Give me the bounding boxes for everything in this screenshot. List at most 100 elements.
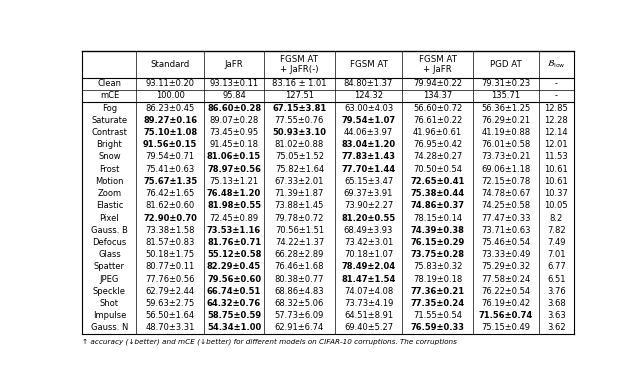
Text: 44.06±3.97: 44.06±3.97: [344, 128, 393, 137]
Text: 80.77±0.11: 80.77±0.11: [146, 262, 195, 271]
Text: 12.85: 12.85: [545, 104, 568, 113]
Text: 12.28: 12.28: [545, 116, 568, 125]
Text: 76.48±1.20: 76.48±1.20: [207, 189, 261, 198]
Text: 75.46±0.54: 75.46±0.54: [481, 238, 531, 247]
Text: Gauss. N: Gauss. N: [91, 324, 128, 332]
Text: 81.06±0.15: 81.06±0.15: [207, 152, 261, 162]
Text: 75.83±0.32: 75.83±0.32: [413, 262, 462, 271]
Text: 77.76±0.56: 77.76±0.56: [145, 275, 195, 284]
Text: 134.37: 134.37: [423, 92, 452, 100]
Text: 41.19±0.88: 41.19±0.88: [481, 128, 531, 137]
Text: 95.84: 95.84: [222, 92, 246, 100]
Text: 83.04±1.20: 83.04±1.20: [342, 140, 396, 149]
Text: 76.46±1.68: 76.46±1.68: [275, 262, 324, 271]
Text: 79.31±0.23: 79.31±0.23: [481, 79, 531, 88]
Text: 50.18±1.75: 50.18±1.75: [146, 250, 195, 259]
Text: 68.49±3.93: 68.49±3.93: [344, 226, 393, 235]
Text: 10.37: 10.37: [545, 189, 568, 198]
Text: JPEG: JPEG: [100, 275, 119, 284]
Text: 10.05: 10.05: [545, 201, 568, 210]
Text: 70.56±1.51: 70.56±1.51: [275, 226, 324, 235]
Text: 75.82±1.64: 75.82±1.64: [275, 165, 324, 174]
Text: 82.29±0.45: 82.29±0.45: [207, 262, 261, 271]
Text: 77.35±0.24: 77.35±0.24: [410, 299, 465, 308]
Text: 135.71: 135.71: [492, 92, 520, 100]
Text: Elastic: Elastic: [96, 201, 123, 210]
Text: 79.78±0.72: 79.78±0.72: [275, 214, 324, 223]
Text: 78.19±0.18: 78.19±0.18: [413, 275, 462, 284]
Text: 69.37±3.91: 69.37±3.91: [344, 189, 393, 198]
Text: 79.56±0.60: 79.56±0.60: [207, 275, 261, 284]
Text: 70.50±0.54: 70.50±0.54: [413, 165, 462, 174]
Text: 79.54±1.07: 79.54±1.07: [342, 116, 396, 125]
Text: -: -: [555, 79, 558, 88]
Text: 76.15±0.29: 76.15±0.29: [410, 238, 465, 247]
Text: 73.33±0.49: 73.33±0.49: [481, 250, 531, 259]
Text: 3.62: 3.62: [547, 324, 566, 332]
Text: 77.70±1.44: 77.70±1.44: [342, 165, 396, 174]
Text: Shot: Shot: [100, 299, 119, 308]
Text: 59.63±2.75: 59.63±2.75: [146, 299, 195, 308]
Text: 3.76: 3.76: [547, 287, 566, 296]
Text: 62.91±6.74: 62.91±6.74: [275, 324, 324, 332]
Text: 124.32: 124.32: [354, 92, 383, 100]
Text: Motion: Motion: [95, 177, 124, 186]
Text: 62.79±2.44: 62.79±2.44: [146, 287, 195, 296]
Text: 76.01±0.58: 76.01±0.58: [481, 140, 531, 149]
Text: 74.07±4.08: 74.07±4.08: [344, 287, 393, 296]
Text: 10.61: 10.61: [545, 177, 568, 186]
Text: 84.80±1.37: 84.80±1.37: [344, 79, 393, 88]
Text: 77.58±0.24: 77.58±0.24: [481, 275, 531, 284]
Text: Glass: Glass: [98, 250, 121, 259]
Text: JaFR: JaFR: [225, 60, 243, 69]
Text: Defocus: Defocus: [92, 238, 127, 247]
Text: 72.65±0.41: 72.65±0.41: [410, 177, 465, 186]
Text: 73.53±1.16: 73.53±1.16: [207, 226, 261, 235]
Text: 83.16 ± 1.01: 83.16 ± 1.01: [272, 79, 326, 88]
Text: 73.88±1.45: 73.88±1.45: [275, 201, 324, 210]
Text: 55.12±0.58: 55.12±0.58: [207, 250, 261, 259]
Text: 77.55±0.76: 77.55±0.76: [275, 116, 324, 125]
Text: 64.32±0.76: 64.32±0.76: [207, 299, 261, 308]
Text: 81.76±0.71: 81.76±0.71: [207, 238, 261, 247]
Text: 74.25±0.58: 74.25±0.58: [481, 201, 531, 210]
Text: 69.06±1.18: 69.06±1.18: [481, 165, 531, 174]
Text: 127.51: 127.51: [285, 92, 314, 100]
Text: 75.38±0.44: 75.38±0.44: [410, 189, 465, 198]
Text: 6.77: 6.77: [547, 262, 566, 271]
Text: 6.51: 6.51: [547, 275, 566, 284]
Text: 93.13±0.11: 93.13±0.11: [209, 79, 259, 88]
Text: 77.83±1.43: 77.83±1.43: [342, 152, 396, 162]
Text: 58.75±0.59: 58.75±0.59: [207, 311, 261, 320]
Text: 70.18±1.07: 70.18±1.07: [344, 250, 393, 259]
Text: 91.56±0.15: 91.56±0.15: [143, 140, 198, 149]
Text: 76.61±0.22: 76.61±0.22: [413, 116, 462, 125]
Text: 11.53: 11.53: [545, 152, 568, 162]
Text: 74.86±0.37: 74.86±0.37: [411, 201, 465, 210]
Text: 77.36±0.21: 77.36±0.21: [410, 287, 465, 296]
Text: $\mathcal{B}_{\rm low}$: $\mathcal{B}_{\rm low}$: [547, 59, 566, 70]
Text: ↑ accuracy (↓better) and mCE (↓better) for different models on CIFAR-10 corrupti: ↑ accuracy (↓better) and mCE (↓better) f…: [83, 338, 458, 345]
Text: 12.14: 12.14: [545, 128, 568, 137]
Text: 74.39±0.38: 74.39±0.38: [411, 226, 465, 235]
Text: 79.54±0.71: 79.54±0.71: [146, 152, 195, 162]
Text: 65.15±3.47: 65.15±3.47: [344, 177, 393, 186]
Text: 77.47±0.33: 77.47±0.33: [481, 214, 531, 223]
Text: mCE: mCE: [100, 92, 119, 100]
Text: Standard: Standard: [150, 60, 190, 69]
Text: 7.82: 7.82: [547, 226, 566, 235]
Text: 75.29±0.32: 75.29±0.32: [481, 262, 531, 271]
Text: PGD AT: PGD AT: [490, 60, 522, 69]
Text: 73.73±4.19: 73.73±4.19: [344, 299, 393, 308]
Text: 54.34±1.00: 54.34±1.00: [207, 324, 261, 332]
Text: 10.61: 10.61: [545, 165, 568, 174]
Text: 12.01: 12.01: [545, 140, 568, 149]
Text: 48.70±3.31: 48.70±3.31: [145, 324, 195, 332]
Text: 76.95±0.42: 76.95±0.42: [413, 140, 462, 149]
Text: 69.40±5.27: 69.40±5.27: [344, 324, 393, 332]
Text: Frost: Frost: [99, 165, 120, 174]
Text: 81.62±0.60: 81.62±0.60: [146, 201, 195, 210]
Text: 81.57±0.83: 81.57±0.83: [145, 238, 195, 247]
Text: 50.93±3.10: 50.93±3.10: [273, 128, 326, 137]
Text: 68.32±5.06: 68.32±5.06: [275, 299, 324, 308]
